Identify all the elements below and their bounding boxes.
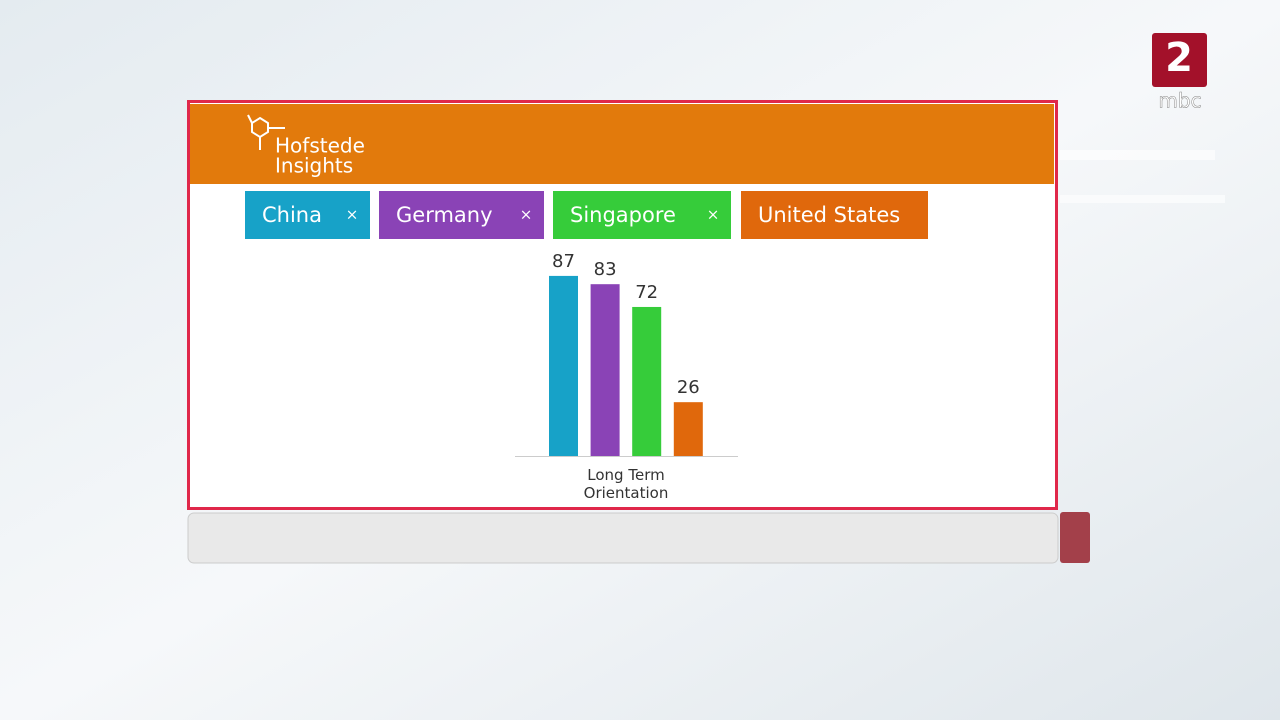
- category-label-box: Long Term Orientation: [583, 466, 669, 502]
- value-label: 72: [635, 282, 658, 303]
- legend-remove[interactable]: ×: [520, 206, 533, 224]
- bar: [673, 402, 703, 456]
- bar: [632, 306, 662, 456]
- decor: [1060, 150, 1215, 160]
- decor: [1060, 195, 1225, 203]
- legend-chip[interactable]: [379, 191, 544, 239]
- legend-remove[interactable]: ×: [346, 206, 359, 224]
- header-bar: [190, 104, 1054, 184]
- value-label: 26: [677, 377, 700, 398]
- category-label: Long Term Orientation: [583, 466, 669, 502]
- bar: [549, 275, 578, 456]
- channel-name: mbc: [1158, 89, 1201, 113]
- logo-text: Hofstede: [275, 134, 365, 158]
- logo-icon: [247, 114, 285, 150]
- bar: [590, 284, 620, 456]
- legend-label: Germany: [396, 203, 493, 227]
- legend-chip[interactable]: [553, 191, 731, 239]
- legend-chip[interactable]: [741, 191, 928, 239]
- legend-label: Singapore: [570, 203, 676, 227]
- channel-logo: 2: [1165, 35, 1193, 81]
- logo-text: Insights: [275, 154, 353, 178]
- lower-bar-tab: [1060, 512, 1090, 563]
- channel-logo-box: [1152, 33, 1207, 87]
- value-label: 83: [594, 259, 617, 280]
- value-label: 87: [552, 251, 575, 272]
- legend-chip[interactable]: [245, 191, 370, 239]
- legend-label: China: [262, 203, 322, 227]
- lower-bar: [187, 512, 1059, 564]
- legend-label: United States: [758, 203, 900, 227]
- legend-remove[interactable]: ×: [707, 206, 720, 224]
